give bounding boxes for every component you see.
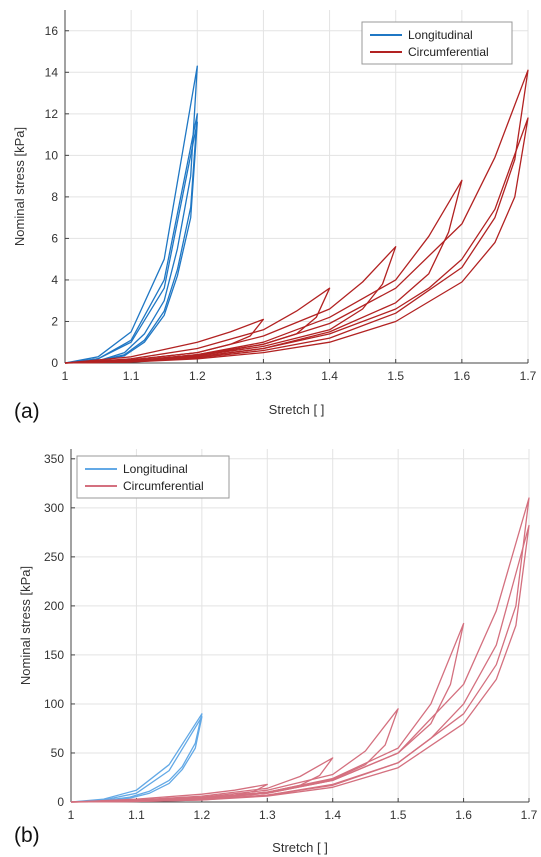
y-tick-label: 300 (44, 501, 64, 515)
x-tick-label: 1.1 (128, 808, 145, 822)
x-tick-label: 1.4 (324, 808, 341, 822)
legend-entry: Circumferential (123, 479, 204, 493)
y-tick-label: 6 (51, 231, 58, 245)
x-tick-label: 1.2 (189, 369, 206, 383)
circumferential-loop-6 (64, 117, 529, 364)
longitudinal-loop-2 (70, 716, 203, 803)
legend: Longitudinal Circumferential (361, 21, 513, 65)
y-tick-label: 150 (44, 648, 64, 662)
x-tick-label: 1.4 (321, 369, 338, 383)
longitudinal-loop-2 (64, 113, 198, 364)
x-tick-label: 1.2 (194, 808, 211, 822)
panel-a: 1 1.1 1.2 1.3 1.4 1.5 1.6 1.7 0 2 4 6 8 10 12 14 16 Stret… (12, 10, 537, 423)
y-tick-label: 350 (44, 452, 64, 466)
panel-b: 1 1.1 1.2 1.3 1.4 1.5 1.6 1.7 0 50 100 150 200 250 300… (14, 449, 538, 855)
y-tick-label: 50 (51, 746, 65, 760)
x-tick-label: 1.5 (387, 369, 404, 383)
panel-label: (b) (14, 824, 40, 847)
x-tick-label: 1.6 (454, 369, 471, 383)
y-tick-label: 14 (45, 65, 59, 79)
x-tick-label: 1 (68, 808, 75, 822)
y-tick-label: 250 (44, 550, 64, 564)
x-tick-label: 1.3 (259, 808, 276, 822)
y-tick-label: 12 (45, 107, 59, 121)
legend: Longitudinal Circumferential (76, 455, 230, 499)
legend-entry: Circumferential (408, 45, 489, 59)
y-tick-label: 16 (45, 24, 59, 38)
legend-box (76, 455, 230, 499)
x-tick-label: 1.7 (521, 808, 538, 822)
legend-box (361, 21, 513, 65)
plot-area (71, 449, 529, 802)
y-tick-label: 0 (57, 795, 64, 809)
circumferential-loop-5 (64, 69, 529, 364)
longitudinal-loop-1 (70, 713, 203, 803)
x-tick-label: 1.7 (520, 369, 537, 383)
legend-entry: Longitudinal (408, 28, 473, 42)
x-tick-label: 1.5 (390, 808, 407, 822)
y-tick-label: 2 (51, 314, 58, 328)
y-axis-title: Nominal stress [kPa] (12, 127, 27, 246)
circumferential-loop-6 (70, 524, 530, 803)
y-tick-label: 100 (44, 697, 64, 711)
x-tick-label: 1.1 (123, 369, 140, 383)
longitudinal-loop-3 (64, 121, 198, 364)
y-tick-label: 4 (51, 273, 58, 287)
y-tick-label: 0 (51, 356, 58, 370)
x-tick-label: 1.3 (255, 369, 272, 383)
plot-area (65, 10, 528, 363)
y-tick-label: 10 (45, 148, 59, 162)
x-axis-title: Stretch [ ] (272, 840, 328, 855)
y-tick-label: 8 (51, 190, 58, 204)
x-tick-label: 1.6 (455, 808, 472, 822)
longitudinal-loop-1 (64, 65, 198, 364)
legend-entry: Longitudinal (123, 462, 188, 476)
x-tick-label: 1 (62, 369, 69, 383)
panel-label: (a) (14, 400, 40, 423)
y-axis-title: Nominal stress [kPa] (18, 566, 33, 685)
y-tick-label: 200 (44, 599, 64, 613)
x-axis-title: Stretch [ ] (269, 402, 325, 417)
